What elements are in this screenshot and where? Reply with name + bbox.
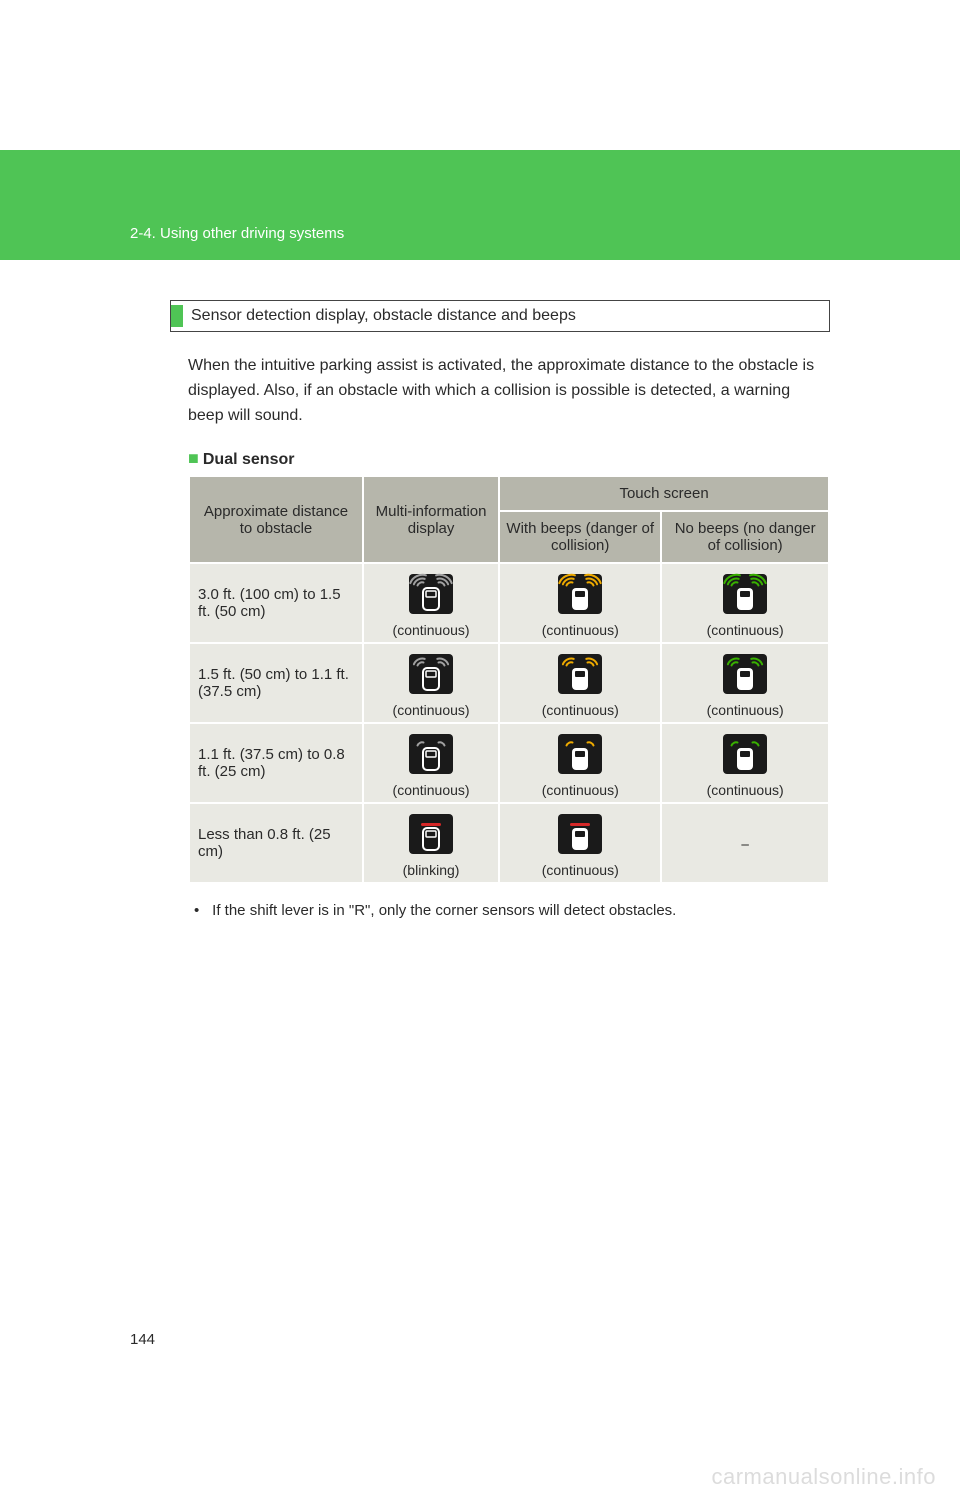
icon-caption: (continuous)	[504, 622, 656, 638]
sensor-display-icon	[717, 730, 773, 776]
sensor-display-icon	[717, 570, 773, 616]
table-row: 3.0 ft. (100 cm) to 1.5 ft. (50 cm) (cont…	[189, 563, 829, 643]
sensor-display-icon	[552, 730, 608, 776]
header-band: 2-4. Using other driving systems	[0, 150, 960, 260]
th-distance: Approximate distance to obstacle	[189, 476, 363, 563]
icon-caption: (continuous)	[504, 862, 656, 878]
icon-caption: (blinking)	[368, 862, 494, 878]
distance-cell: 1.5 ft. (50 cm) to 1.1 ft. (37.5 cm)	[189, 643, 363, 723]
footnote-text: If the shift lever is in "R", only the c…	[212, 902, 676, 919]
nobeep-cell: ⎯	[661, 803, 829, 883]
heading-accent	[171, 305, 183, 327]
sensor-display-icon	[717, 650, 773, 696]
sensor-display-icon	[552, 650, 608, 696]
subhead-text: Dual sensor	[203, 451, 295, 468]
table-head: Approximate distance to obstacle Multi-i…	[189, 476, 829, 563]
nobeep-cell: (continuous)	[661, 563, 829, 643]
subheading: ■Dual sensor	[188, 448, 830, 469]
sensor-display-icon	[403, 570, 459, 616]
intro-paragraph: When the intuitive parking assist is act…	[188, 354, 830, 428]
nobeep-cell: (continuous)	[661, 723, 829, 803]
icon-caption: (continuous)	[666, 622, 824, 638]
watermark: carmanualsonline.info	[711, 1464, 936, 1490]
table-row: 1.1 ft. (37.5 cm) to 0.8 ft. (25 cm) (con…	[189, 723, 829, 803]
icon-caption: (continuous)	[504, 702, 656, 718]
subhead-square-icon: ■	[188, 448, 199, 468]
page-number: 144	[130, 1331, 155, 1348]
sensor-display-icon	[403, 730, 459, 776]
icon-caption: (continuous)	[368, 782, 494, 798]
section-heading-bar: Sensor detection display, obstacle dista…	[170, 300, 830, 332]
multi-cell: (blinking)	[363, 803, 499, 883]
nobeep-cell: (continuous)	[661, 643, 829, 723]
beeps-cell: (continuous)	[499, 723, 661, 803]
distance-cell: Less than 0.8 ft. (25 cm)	[189, 803, 363, 883]
th-multi: Multi-information display	[363, 476, 499, 563]
sensor-display-icon	[403, 810, 459, 856]
table-row: Less than 0.8 ft. (25 cm) (blinking) (cont…	[189, 803, 829, 883]
table-row: 1.5 ft. (50 cm) to 1.1 ft. (37.5 cm) (con…	[189, 643, 829, 723]
multi-cell: (continuous)	[363, 643, 499, 723]
page-content: Sensor detection display, obstacle dista…	[0, 260, 960, 919]
icon-caption: (continuous)	[368, 622, 494, 638]
multi-cell: (continuous)	[363, 723, 499, 803]
multi-cell: (continuous)	[363, 563, 499, 643]
table-body: 3.0 ft. (100 cm) to 1.5 ft. (50 cm) (cont…	[189, 563, 829, 883]
distance-cell: 1.1 ft. (37.5 cm) to 0.8 ft. (25 cm)	[189, 723, 363, 803]
distance-cell: 3.0 ft. (100 cm) to 1.5 ft. (50 cm)	[189, 563, 363, 643]
icon-caption: (continuous)	[504, 782, 656, 798]
sensor-display-icon	[552, 810, 608, 856]
th-touch: Touch screen	[499, 476, 829, 511]
beeps-cell: (continuous)	[499, 803, 661, 883]
footnote: • If the shift lever is in "R", only the…	[194, 902, 830, 919]
icon-caption: (continuous)	[368, 702, 494, 718]
section-label: 2-4. Using other driving systems	[130, 225, 344, 242]
sensor-display-icon	[403, 650, 459, 696]
dash-icon: ⎯	[741, 836, 749, 853]
th-nobeep: No beeps (no danger of collision)	[661, 511, 829, 563]
bullet-icon: •	[194, 902, 208, 919]
sensor-table: Approximate distance to obstacle Multi-i…	[188, 475, 830, 884]
icon-caption: (continuous)	[666, 702, 824, 718]
section-title: Sensor detection display, obstacle dista…	[191, 307, 576, 325]
th-beeps: With beeps (danger of collision)	[499, 511, 661, 563]
sensor-display-icon	[552, 570, 608, 616]
beeps-cell: (continuous)	[499, 643, 661, 723]
icon-caption: (continuous)	[666, 782, 824, 798]
beeps-cell: (continuous)	[499, 563, 661, 643]
